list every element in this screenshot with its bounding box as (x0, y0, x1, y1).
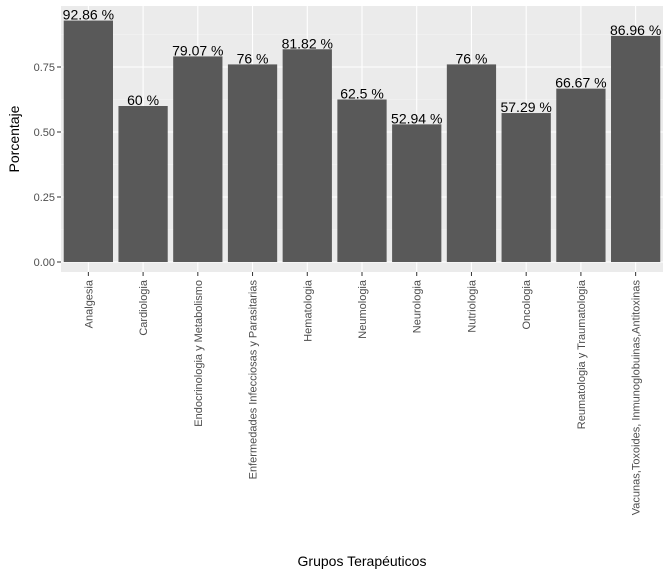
y-tick-label: 0.75 (34, 62, 55, 74)
data-label: 62.5 % (340, 86, 384, 102)
y-tick-label: 0.00 (34, 257, 55, 269)
data-label: 57.29 % (500, 99, 551, 115)
x-tick-label: Analgesia (83, 279, 95, 328)
bar (337, 100, 386, 263)
data-label: 76 % (237, 50, 269, 66)
x-tick-label: Endocrinologia y Metabolismo (193, 280, 205, 427)
x-tick-label: Vacunas,Toxoides, Inmunoglobuinas,Antito… (631, 280, 643, 516)
bar (556, 89, 605, 262)
data-label: 86.96 % (610, 22, 661, 38)
x-tick-label: Oncologia (521, 279, 533, 329)
x-axis: Analgesia Cardiologia Endocrinologia y Met… (83, 272, 642, 515)
data-label: 79.07 % (172, 42, 223, 58)
y-axis: 0.00 0.25 0.50 0.75 (34, 62, 61, 269)
data-label: 66.67 % (555, 75, 606, 91)
y-tick-label: 0.50 (34, 127, 55, 139)
y-axis-title: Porcentaje (6, 105, 22, 172)
bar (64, 21, 113, 262)
data-label: 60 % (127, 92, 159, 108)
bar (228, 64, 277, 262)
bar (447, 64, 496, 262)
y-tick-label: 0.25 (34, 192, 55, 204)
x-tick-label: Neumologia (357, 279, 369, 339)
x-tick-label: Enfermedades Infecciosas y Parasitarias (248, 280, 260, 480)
x-tick-label: Hematologia (302, 279, 314, 342)
bar (283, 49, 332, 262)
data-label: 92.86 % (63, 7, 114, 23)
data-label: 76 % (455, 50, 487, 66)
x-tick-label: Cardiologia (138, 279, 150, 336)
x-axis-title: Grupos Terapéuticos (298, 553, 427, 569)
bar (502, 113, 551, 262)
bar (392, 124, 441, 262)
x-tick-label: Neurologia (412, 279, 424, 333)
bar (118, 106, 167, 262)
data-label: 81.82 % (282, 35, 333, 51)
bar (611, 36, 660, 262)
x-tick-label: Reumatologia y Traumatologia (576, 279, 588, 429)
bar (173, 56, 222, 262)
x-tick-label: Nutriologia (466, 279, 478, 332)
data-label: 52.94 % (391, 110, 442, 126)
